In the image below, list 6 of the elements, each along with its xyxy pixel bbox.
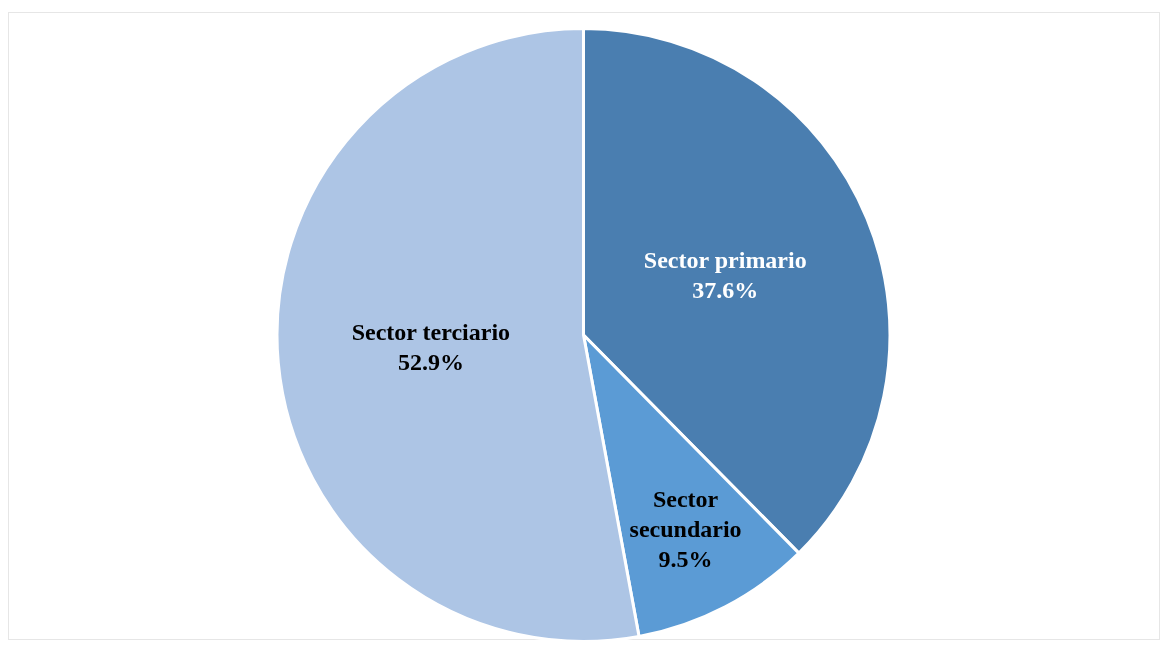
slice-label: Sector primario: [643, 247, 807, 273]
data-label: 9.5%: [658, 545, 713, 572]
slice-label: Sector terciario: [351, 319, 511, 346]
data-label: 37.6%: [692, 277, 759, 303]
data-label: 52.9%: [397, 349, 464, 376]
slice-label: Sector secundario: [629, 485, 742, 542]
